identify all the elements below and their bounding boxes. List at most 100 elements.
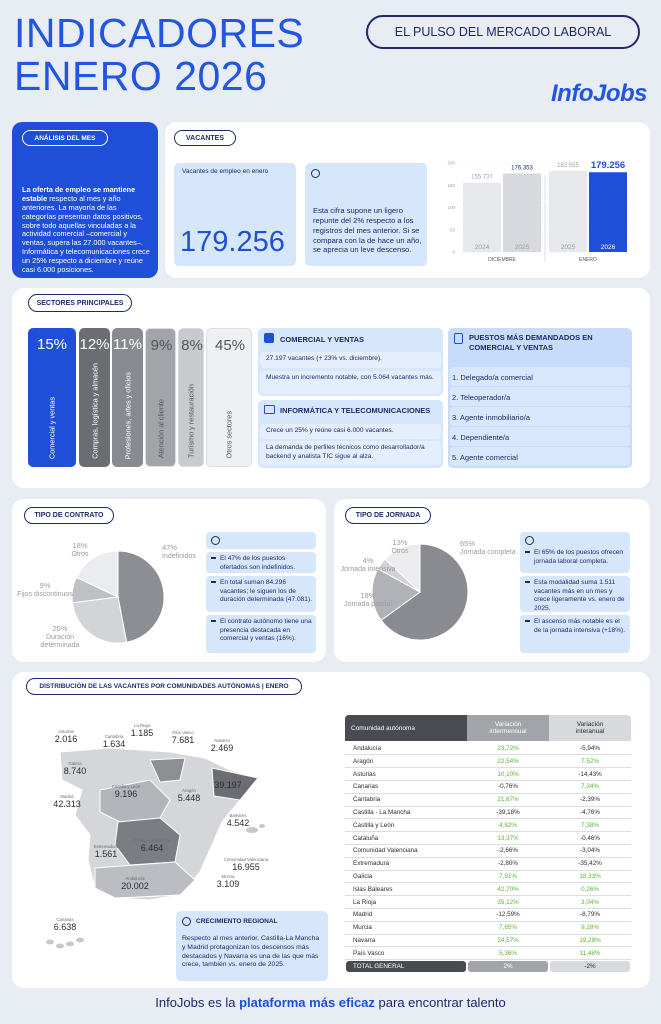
info-text: El 65% de los puestos ofrecen jornada la… — [534, 549, 624, 565]
region-name: Castilla-La Mancha — [134, 838, 171, 843]
table-cell: -2,66% — [498, 847, 518, 855]
map-region — [211, 767, 259, 801]
info-icon — [311, 169, 320, 178]
info-box — [520, 546, 630, 573]
job-item: 5. Agente comercial — [452, 453, 518, 462]
map-region — [149, 757, 186, 783]
commercial-icon — [264, 333, 274, 343]
job-item: 2. Teleoperador/a — [452, 393, 511, 402]
info-box — [206, 615, 316, 653]
pie-label: 26% Duración determinada — [30, 624, 90, 650]
point-box — [260, 352, 441, 368]
analysis-label: ANÁLISIS DEL MES — [22, 130, 108, 146]
table-row-line — [345, 767, 631, 768]
table-cell: Islas Baleares — [353, 885, 393, 893]
sector-name: Profesiones, artes y oficios — [123, 371, 132, 459]
table-cell: 7,52% — [581, 757, 599, 765]
info-head — [520, 532, 630, 549]
sector-pct: 8% — [181, 337, 203, 354]
kpi-box — [174, 163, 296, 266]
region-value: 2.469 — [211, 743, 234, 753]
table-total: 2% — [468, 960, 548, 972]
table-cell: Madrid — [353, 911, 373, 919]
region-name: Baleares — [230, 813, 247, 818]
table-cell: -12,59% — [496, 911, 520, 919]
table-cell: La Rioja — [353, 898, 377, 906]
region-name: Andalucía — [125, 876, 145, 881]
region-name: Castilla y León — [112, 784, 141, 789]
sector-column: 11% Profesiones, artes y oficios — [112, 328, 143, 467]
table-total: -2% — [550, 960, 630, 972]
region-name: Cantabria — [105, 734, 124, 739]
table-cell: Cantabria — [353, 796, 381, 804]
table-cell: Castilla - La Mancha — [353, 809, 411, 816]
pie-slice — [371, 568, 421, 621]
region-value: 42.313 — [53, 799, 81, 809]
table-row-line — [345, 920, 631, 922]
table-cell: 22,54% — [497, 757, 519, 765]
map-island — [66, 941, 74, 947]
info-arrow — [211, 620, 216, 622]
main-title: INDICADORES ENERO 2026 — [14, 12, 304, 98]
table-cell: Canarias — [353, 783, 379, 791]
pie-name: Jornada intensiva — [340, 565, 396, 573]
pie-pct: 26% — [52, 624, 68, 633]
info-text: El contrato autónomo tiene una presencia… — [220, 618, 312, 643]
table-cell: Comunidad Valenciana — [353, 847, 418, 855]
info-arrow — [525, 581, 530, 583]
info-text: En total suman 84.296 vacantes; le sigue… — [220, 579, 313, 604]
table-row-line — [345, 856, 631, 858]
region-name: Asturias — [58, 729, 74, 734]
info-box — [305, 163, 427, 266]
table-cell: -4,76% — [580, 809, 600, 816]
kpi-label: Vacantes de empleo en enero — [182, 168, 269, 175]
job-row — [450, 367, 630, 386]
pie-slice — [380, 543, 469, 641]
bar — [463, 182, 501, 252]
pie-label: 13% Otros — [370, 538, 430, 556]
region-name: Galicia — [68, 761, 82, 766]
pie-pct: 9% — [39, 581, 51, 590]
vacancies-info: Esta cifra supone un ligero repunte del … — [313, 206, 422, 255]
pie-name: Jornada parcial — [344, 600, 392, 608]
pie-name: Jornada completa — [460, 548, 516, 556]
map-island — [246, 827, 258, 833]
job-row — [450, 427, 630, 446]
info-box — [206, 576, 316, 612]
info-head — [206, 532, 316, 549]
pie-label: 65% Jornada completa — [460, 539, 520, 557]
table-row-line — [345, 895, 631, 896]
table-row-line — [345, 959, 631, 960]
footer: InfoJobs es la plataforma más eficaz par… — [0, 995, 661, 1010]
region-value: 6.464 — [141, 843, 164, 853]
y-tick-label: 100 — [447, 205, 455, 210]
sector-column: 45% Otros sectores — [206, 328, 252, 467]
info-arrow — [211, 581, 216, 583]
region-value: 6.638 — [54, 922, 77, 932]
info-arrow — [211, 557, 216, 559]
analysis-card — [12, 122, 158, 278]
growth-title: CRECIMIENTO REGIONAL — [196, 918, 278, 925]
bar — [503, 173, 541, 252]
contract-label: TIPO DE CONTRATO — [24, 507, 114, 524]
analysis-lead: La oferta de empleo se mantiene estable — [22, 185, 136, 203]
growth-icon — [182, 917, 191, 926]
region-name: Comunidad Valenciana — [224, 857, 269, 862]
table-cell: 19,28% — [579, 937, 601, 944]
region-value: 16.955 — [232, 862, 260, 872]
region-value: 3.109 — [217, 879, 240, 889]
bar-year: 2025 — [561, 244, 576, 251]
group-label: ENERO — [579, 257, 597, 263]
bar — [549, 170, 587, 252]
pie-name: Otros — [391, 547, 409, 555]
table-cell: 10,10% — [497, 770, 519, 778]
vacancies-label: VACANTES — [174, 130, 236, 146]
pie-slice — [384, 543, 421, 594]
table-cell: Andalucía — [353, 745, 382, 752]
table-row-line — [345, 831, 631, 832]
pie-label: 9% Fijos discontinuos — [15, 581, 75, 599]
info-icon — [525, 536, 534, 545]
map-island — [259, 824, 265, 828]
pie-slice — [71, 596, 128, 644]
top-jobs-icon — [454, 333, 463, 344]
